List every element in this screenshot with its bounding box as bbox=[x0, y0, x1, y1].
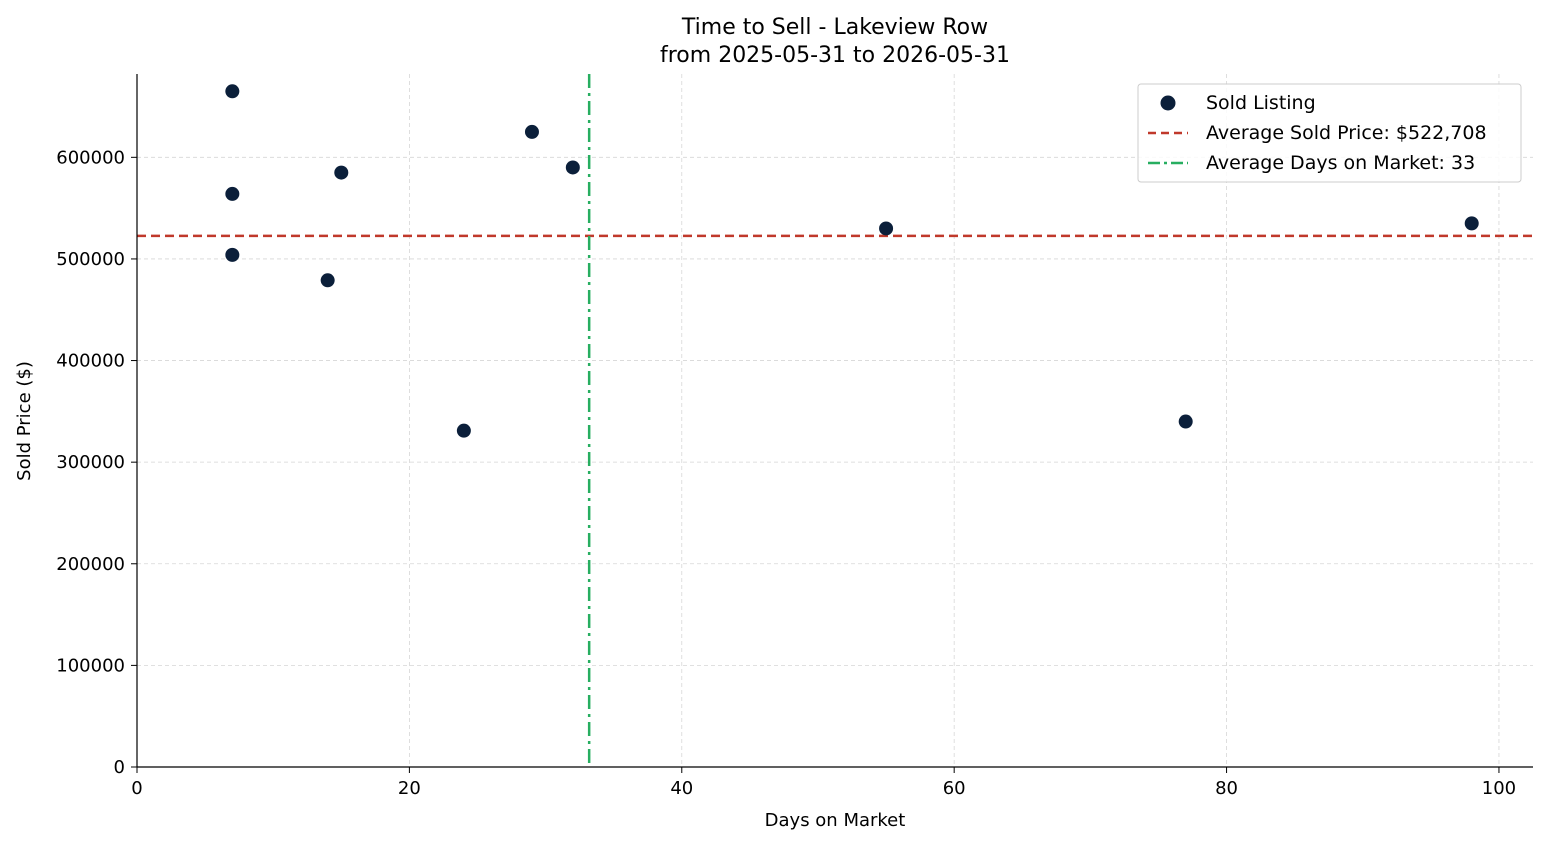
y-tick-label: 500000 bbox=[56, 249, 125, 270]
tick-labels: 0 20 40 60 80 100 0 100000 200000 300000 400000 500… bbox=[56, 147, 1516, 799]
x-tick-label: 40 bbox=[670, 778, 693, 799]
data-point bbox=[225, 247, 240, 262]
y-axis-label: Sold Price ($) bbox=[14, 361, 35, 481]
data-point bbox=[1178, 414, 1193, 429]
legend-marker-sold-listing bbox=[1160, 95, 1176, 111]
legend-box bbox=[1137, 83, 1522, 183]
reference-lines bbox=[137, 74, 1533, 767]
legend-label-average-days: Average Days on Market: 33 bbox=[1206, 152, 1475, 174]
y-tick-label: 300000 bbox=[56, 452, 125, 473]
y-tick-label: 200000 bbox=[56, 554, 125, 575]
x-tick-label: 100 bbox=[1482, 778, 1516, 799]
data-point bbox=[225, 84, 240, 99]
x-tick-label: 0 bbox=[131, 778, 142, 799]
legend: Sold Listing Average Sold Price: $522,70… bbox=[1137, 83, 1522, 183]
data-point bbox=[320, 273, 335, 288]
data-point bbox=[456, 423, 471, 438]
data-point bbox=[879, 221, 894, 236]
axes bbox=[131, 74, 1533, 773]
data-point bbox=[334, 165, 349, 180]
data-point bbox=[565, 160, 580, 175]
y-tick-label: 400000 bbox=[56, 351, 125, 372]
data-points bbox=[225, 84, 1479, 438]
x-axis-label: Days on Market bbox=[765, 810, 906, 831]
chart-subtitle: from 2025-05-31 to 2026-05-31 bbox=[660, 43, 1010, 68]
x-tick-label: 60 bbox=[943, 778, 966, 799]
y-tick-label: 100000 bbox=[56, 655, 125, 676]
x-tick-label: 20 bbox=[398, 778, 421, 799]
x-tick-label: 80 bbox=[1215, 778, 1238, 799]
legend-label-average-price: Average Sold Price: $522,708 bbox=[1206, 122, 1487, 144]
data-point bbox=[225, 186, 240, 201]
y-tick-label: 0 bbox=[114, 757, 125, 778]
data-point bbox=[1464, 216, 1479, 231]
chart-title: Time to Sell - Lakeview Row bbox=[681, 15, 988, 40]
data-point bbox=[524, 124, 539, 139]
legend-label-sold-listing: Sold Listing bbox=[1206, 92, 1316, 114]
y-tick-label: 600000 bbox=[56, 147, 125, 168]
